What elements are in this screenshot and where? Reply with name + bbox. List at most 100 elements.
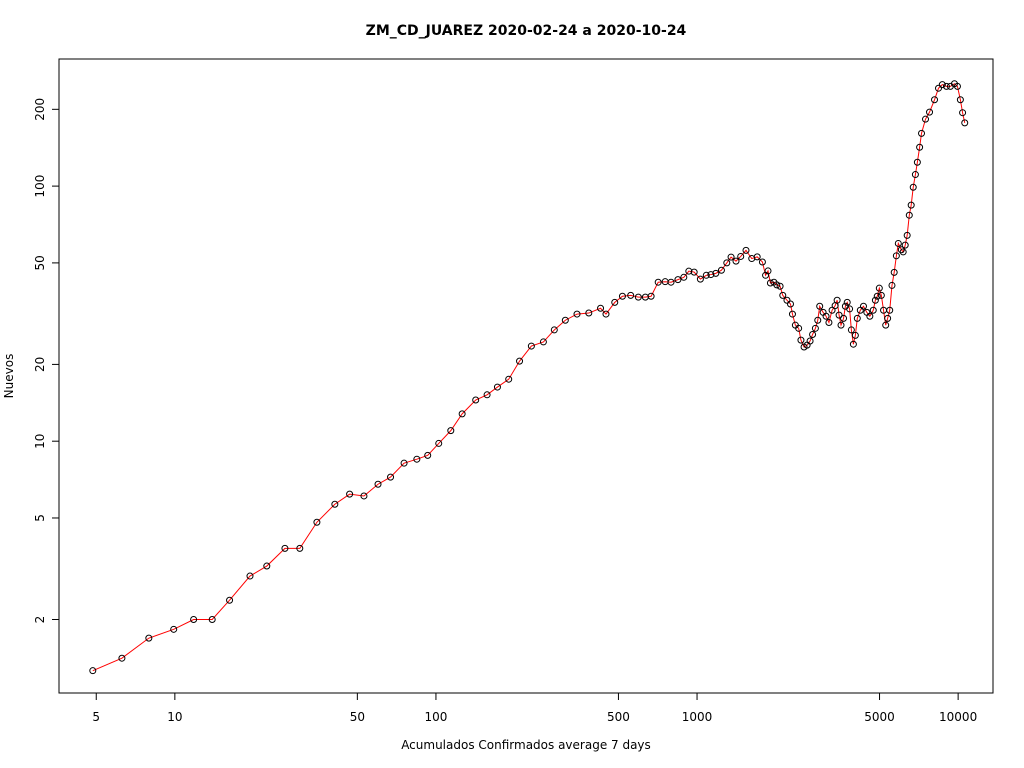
data-point xyxy=(707,271,715,279)
data-point xyxy=(894,239,902,247)
data-point xyxy=(597,304,605,312)
data-point xyxy=(413,455,421,463)
data-point xyxy=(886,306,894,314)
data-point xyxy=(702,271,710,279)
x-axis-label: Acumulados Confirmados average 7 days xyxy=(401,738,651,752)
data-point xyxy=(866,312,874,320)
data-point xyxy=(837,321,845,329)
data-point xyxy=(846,305,854,313)
data-point xyxy=(717,266,725,274)
data-point xyxy=(685,267,693,275)
data-point xyxy=(296,544,304,552)
data-point xyxy=(916,143,924,151)
data-point xyxy=(539,338,547,346)
x-tick-label: 1000 xyxy=(682,710,713,724)
data-point xyxy=(922,115,930,123)
data-point xyxy=(797,336,805,344)
data-point xyxy=(263,562,271,570)
data-point xyxy=(901,241,909,249)
data-point xyxy=(400,459,408,467)
data-point xyxy=(472,396,480,404)
y-tick-label: 20 xyxy=(33,357,47,372)
data-point xyxy=(816,302,824,310)
data-point xyxy=(516,357,524,365)
data-point xyxy=(806,337,814,345)
data-point xyxy=(911,171,919,179)
data-point xyxy=(953,82,961,90)
y-tick-label: 200 xyxy=(33,98,47,121)
data-point xyxy=(907,201,915,209)
data-point xyxy=(931,96,939,104)
data-point xyxy=(913,158,921,166)
data-point xyxy=(680,273,688,281)
data-point xyxy=(847,326,855,334)
y-tick-label: 10 xyxy=(33,434,47,449)
chart-title: ZM_CD_JUAREZ 2020-02-24 a 2020-10-24 xyxy=(366,23,687,39)
data-point xyxy=(737,252,745,260)
x-tick-label: 50 xyxy=(350,710,365,724)
data-point xyxy=(732,257,740,265)
data-point xyxy=(118,654,126,662)
data-point xyxy=(884,314,892,322)
data-point xyxy=(843,298,851,306)
data-point xyxy=(825,318,833,326)
data-point xyxy=(527,342,535,350)
data-point xyxy=(690,268,698,276)
data-point xyxy=(851,331,859,339)
y-axis-label: Nuevos xyxy=(2,354,16,399)
data-point xyxy=(897,246,905,254)
data-point xyxy=(877,291,885,299)
data-point xyxy=(909,183,917,191)
data-point xyxy=(776,282,784,290)
data-point xyxy=(360,492,368,500)
data-point xyxy=(795,324,803,332)
y-tick-label: 50 xyxy=(33,255,47,270)
data-point xyxy=(226,596,234,604)
data-point xyxy=(674,276,682,284)
data-point xyxy=(611,298,619,306)
data-point xyxy=(753,253,761,261)
data-point xyxy=(170,625,178,633)
data-point xyxy=(723,259,731,267)
y-tick-label: 5 xyxy=(33,514,47,522)
data-point xyxy=(833,296,841,304)
data-point xyxy=(483,391,491,399)
data-point xyxy=(647,292,655,300)
data-point xyxy=(849,340,857,348)
x-tick-label: 10 xyxy=(167,710,182,724)
data-point xyxy=(634,293,642,301)
data-point xyxy=(783,296,791,304)
data-point xyxy=(918,129,926,137)
data-point xyxy=(618,292,626,300)
x-tick-label: 5 xyxy=(92,710,100,724)
data-point xyxy=(888,281,896,289)
data-point xyxy=(208,615,216,623)
data-point xyxy=(313,518,321,526)
data-point xyxy=(934,84,942,92)
data-point xyxy=(956,96,964,104)
data-point xyxy=(764,267,772,275)
data-point xyxy=(869,306,877,314)
data-point xyxy=(424,451,432,459)
data-point xyxy=(938,81,946,89)
data-point xyxy=(853,314,861,322)
x-tick-label: 5000 xyxy=(864,710,895,724)
x-tick-label: 100 xyxy=(424,710,447,724)
data-point xyxy=(766,279,774,287)
data-point xyxy=(550,326,558,334)
data-point xyxy=(561,316,569,324)
data-point xyxy=(926,108,934,116)
data-point xyxy=(882,321,890,329)
data-point xyxy=(873,292,881,300)
data-point xyxy=(331,500,339,508)
y-tick-label: 100 xyxy=(33,175,47,198)
data-point xyxy=(281,544,289,552)
data-point xyxy=(493,383,501,391)
data-point xyxy=(435,439,443,447)
data-point xyxy=(773,281,781,289)
data-point xyxy=(786,300,794,308)
data-point xyxy=(875,284,883,292)
data-point xyxy=(374,480,382,488)
data-point xyxy=(246,572,254,580)
